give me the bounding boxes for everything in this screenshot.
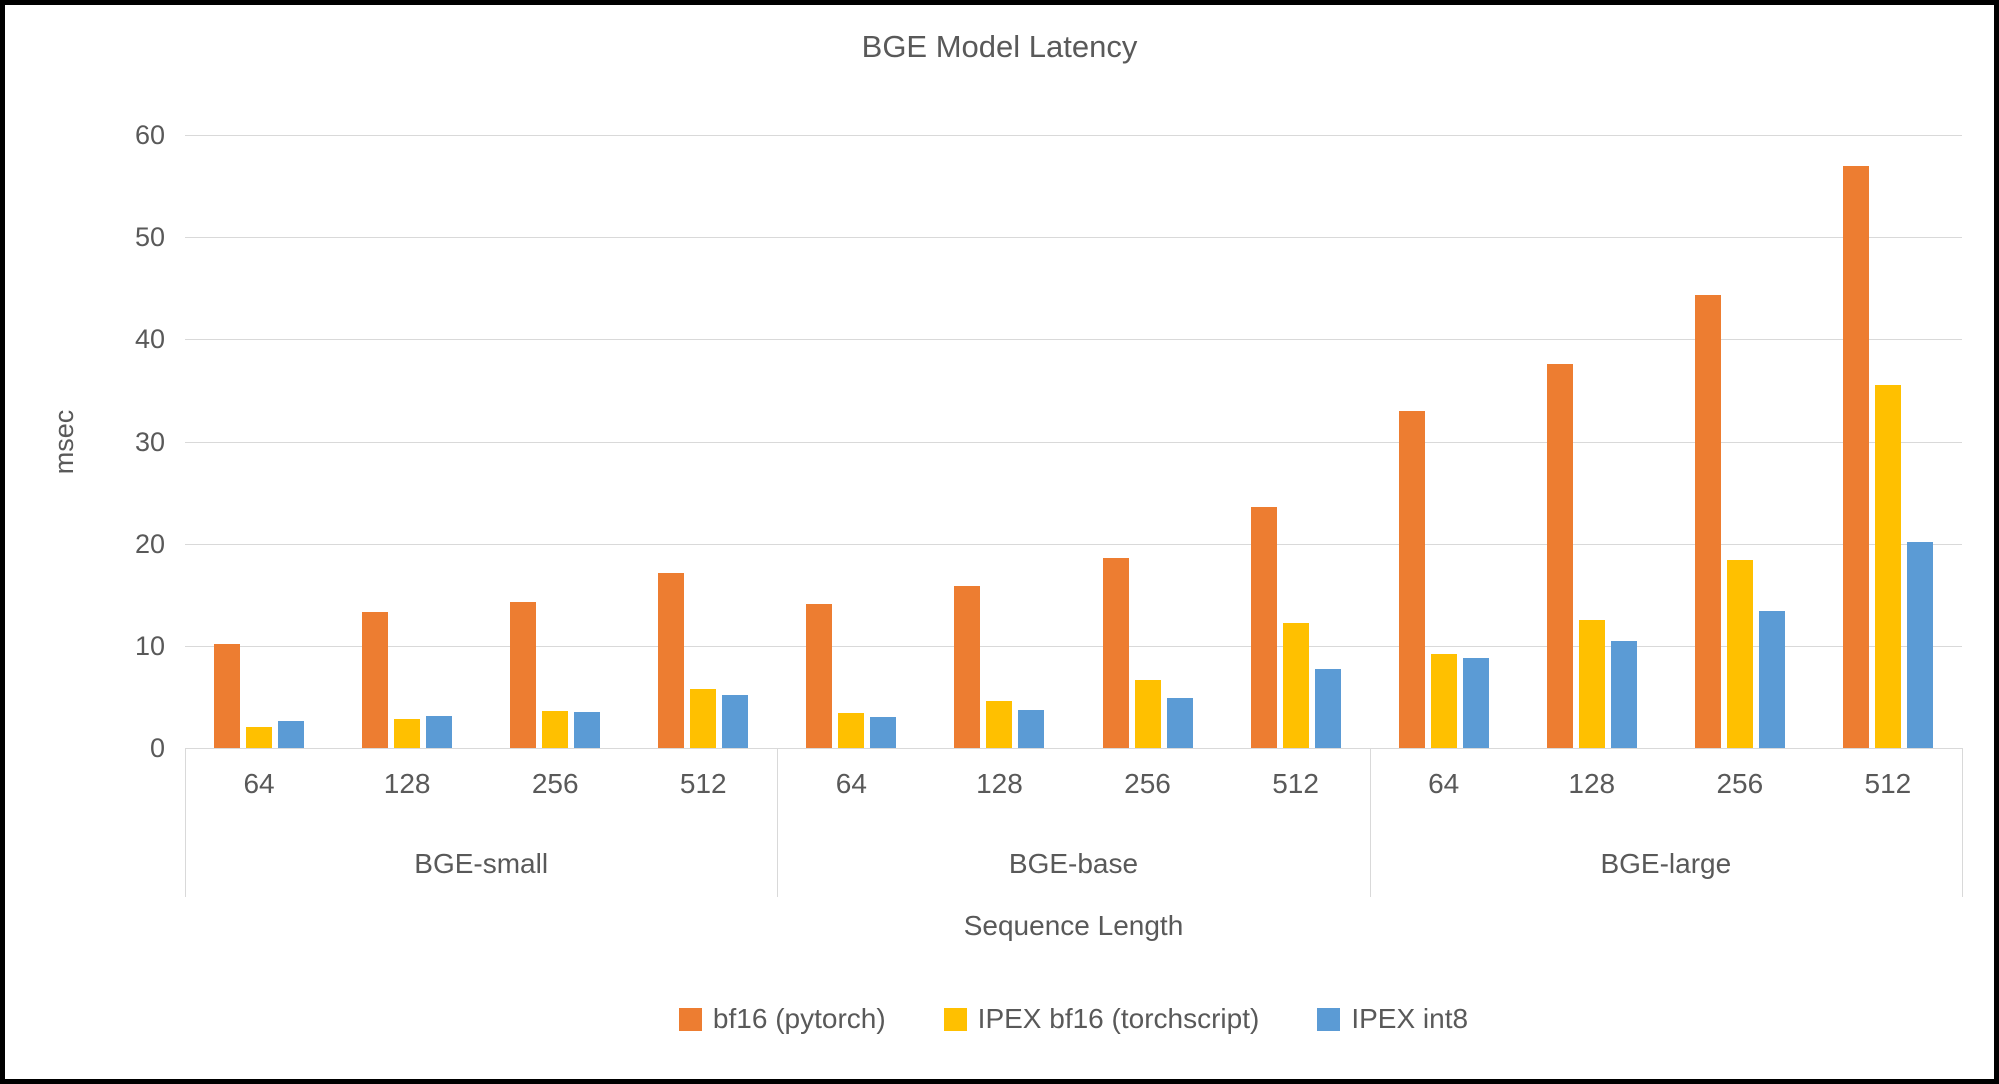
bar (1874, 385, 1901, 748)
category-cell (777, 135, 925, 748)
bar (838, 713, 865, 748)
sequence-length-tick-row: 64 128 256 512 64 128 256 512 64 128 256 512 (185, 768, 1962, 800)
bar (510, 601, 537, 748)
group-divider (1962, 748, 1963, 897)
sequence-length-tick: 512 (1272, 768, 1319, 799)
bar (246, 726, 273, 748)
legend-item: IPEX bf16 (torchscript) (943, 1003, 1260, 1035)
bar (1842, 165, 1869, 748)
bar (658, 573, 685, 748)
bar (870, 717, 897, 748)
model-group-label: BGE-base (1008, 848, 1139, 879)
group-divider (1369, 748, 1371, 897)
bar (954, 585, 981, 748)
sequence-length-tick: 128 (1568, 768, 1616, 799)
bar (574, 712, 601, 748)
bar (1546, 363, 1573, 748)
legend-label: bf16 (pytorch) (712, 1003, 886, 1034)
sequence-length-tick: 128 (383, 768, 431, 799)
legend-label: IPEX bf16 (torchscript) (977, 1003, 1260, 1034)
legend-swatch-icon (943, 1007, 967, 1031)
legend-swatch-icon (678, 1007, 702, 1031)
category-cell (1814, 135, 1962, 748)
category-cell (1666, 135, 1814, 748)
bar (214, 643, 241, 748)
y-tick-label: 60 (134, 120, 165, 150)
bar (1102, 558, 1129, 748)
bar (278, 721, 305, 748)
bar (362, 612, 389, 748)
y-tick-label: 30 (134, 426, 165, 457)
bar (1610, 640, 1637, 748)
x-axis-label: Sequence Length (963, 910, 1184, 941)
bar (722, 694, 749, 748)
bar (1282, 623, 1309, 748)
y-tick-label: 0 (149, 733, 165, 763)
bar (1578, 620, 1605, 748)
gridline (185, 237, 1962, 239)
sequence-length-tick: 256 (531, 768, 579, 799)
sequence-length-tick: 512 (679, 768, 727, 799)
bar (1906, 541, 1933, 748)
category-axis-band: 64 128 256 512 64 128 256 512 64 128 256 512 BGE-sm… (185, 748, 1963, 897)
gridline (185, 339, 1962, 341)
gridline (185, 441, 1962, 443)
bar (1726, 560, 1753, 748)
bar-series-container (185, 135, 1962, 748)
group-divider (777, 748, 779, 897)
category-cell (185, 135, 333, 748)
legend-swatch-icon (1317, 1007, 1341, 1031)
gridline (185, 135, 1962, 136)
y-tick-label: 20 (134, 528, 165, 559)
y-tick-label: 10 (134, 630, 165, 661)
sequence-length-tick: 256 (1124, 768, 1171, 799)
category-cell (1370, 135, 1518, 748)
legend-item: bf16 (pytorch) (678, 1003, 886, 1035)
bar (1250, 506, 1277, 748)
bar (1134, 679, 1161, 748)
category-cell (1222, 135, 1370, 748)
bar (690, 688, 717, 748)
bar (1758, 611, 1785, 748)
sequence-length-tick: 512 (1864, 768, 1912, 799)
bar (1694, 295, 1721, 748)
plot-area (185, 135, 1962, 749)
gridline (185, 543, 1962, 545)
bar (1314, 669, 1341, 748)
sequence-length-tick: 64 (243, 768, 275, 799)
bar (806, 603, 833, 748)
gridline (185, 645, 1962, 647)
bar (394, 719, 421, 748)
category-cell (481, 135, 629, 748)
bar (1018, 710, 1045, 748)
category-cell (1518, 135, 1666, 748)
bar (426, 716, 453, 748)
category-cell (1073, 135, 1221, 748)
y-tick-label: 40 (134, 324, 165, 355)
bar (1398, 410, 1425, 748)
sequence-length-tick: 256 (1716, 768, 1764, 799)
gridline (185, 748, 1962, 749)
sequence-length-tick: 128 (976, 768, 1023, 799)
bar (542, 711, 569, 748)
model-group-label: BGE-large (1600, 848, 1732, 879)
y-tick-label: 50 (134, 222, 165, 253)
legend-label: IPEX int8 (1351, 1003, 1469, 1034)
model-group-label-row: BGE-small BGE-base BGE-large (185, 848, 1962, 880)
legend-item: IPEX int8 (1317, 1003, 1468, 1035)
category-cell (333, 135, 481, 748)
bar (1166, 697, 1193, 748)
sequence-length-tick: 64 (835, 768, 867, 799)
chart-title: BGE Model Latency (861, 29, 1138, 64)
group-divider (185, 748, 186, 897)
bar (986, 701, 1013, 748)
bar (1430, 654, 1457, 748)
category-cell (925, 135, 1073, 748)
bar (1462, 658, 1489, 748)
model-group-label: BGE-small (414, 848, 549, 879)
category-cell (629, 135, 777, 748)
legend: bf16 (pytorch) IPEX bf16 (torchscript) IPE… (185, 1003, 1962, 1035)
sequence-length-tick: 64 (1428, 768, 1460, 799)
